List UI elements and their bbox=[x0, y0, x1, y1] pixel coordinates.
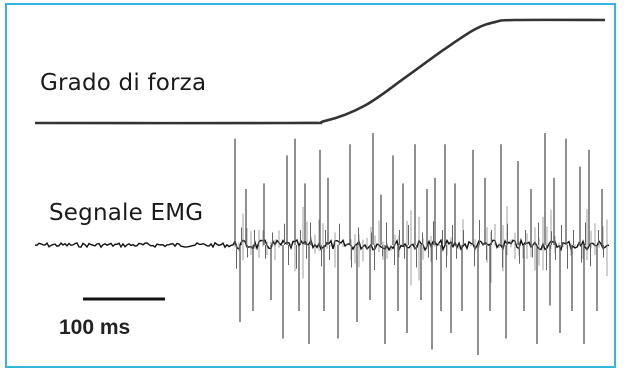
scale-bar-label: 100 ms bbox=[59, 316, 131, 339]
emg-series bbox=[34, 133, 609, 355]
emg-force-plot bbox=[34, 18, 609, 355]
figure-frame: Grado di forza Segnale EMG 100 ms bbox=[5, 3, 616, 368]
emg-series-label: Segnale EMG bbox=[49, 200, 204, 226]
force-series-label: Grado di forza bbox=[40, 70, 207, 96]
force-curve bbox=[34, 18, 606, 125]
force-series bbox=[34, 18, 606, 125]
